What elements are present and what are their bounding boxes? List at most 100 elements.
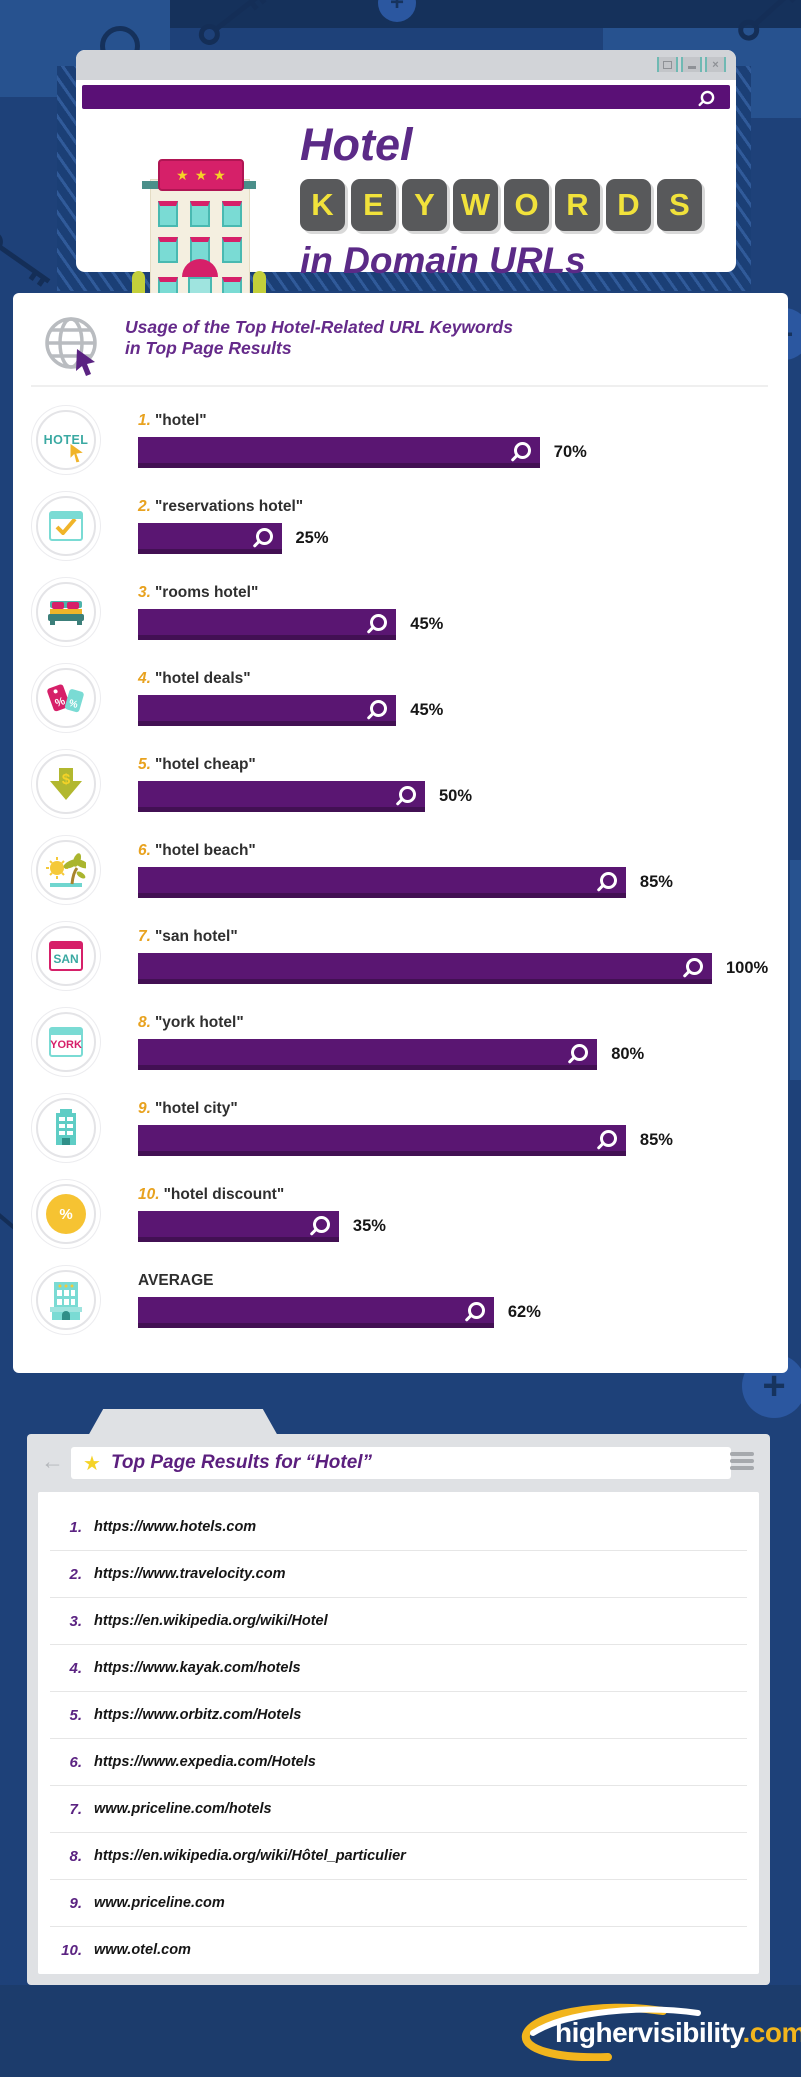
address-bar[interactable]	[82, 85, 730, 109]
result-rank: 4.	[69, 1659, 82, 1677]
result-rank: 8.	[69, 1847, 82, 1865]
keyword-label: 9. "hotel city"	[138, 1100, 673, 1118]
value-label: 62%	[507, 1303, 541, 1321]
result-rank: 9.	[69, 1894, 82, 1912]
usage-bar	[138, 867, 626, 898]
magnifier-icon	[599, 1129, 617, 1147]
keyword-row: AVERAGE 62%	[13, 1257, 788, 1343]
star-icon: ★	[83, 1452, 101, 1475]
result-url-link[interactable]: https://en.wikipedia.org/wiki/Hôtel_part…	[94, 1848, 406, 1864]
keyword-label: 6. "hotel beach"	[138, 842, 673, 860]
back-arrow-icon[interactable]: ←	[41, 1448, 64, 1474]
rank-number: 3.	[138, 584, 151, 601]
chart-heading-line1: Usage of the Top Hotel-Related URL Keywo…	[125, 317, 513, 337]
footer: highervisibility.com	[0, 1985, 801, 2077]
result-url-link[interactable]: https://www.travelocity.com	[94, 1566, 286, 1582]
rank-number: 1.	[138, 412, 151, 429]
magnifier-icon	[686, 957, 703, 975]
value-label: 80%	[611, 1045, 645, 1063]
keyword-label: 8. "york hotel"	[138, 1014, 644, 1032]
result-url-link[interactable]: https://www.orbitz.com/Hotels	[94, 1707, 302, 1723]
result-item: 6. https://www.expedia.com/Hotels	[50, 1739, 747, 1786]
keyword-row: 2. "reservations hotel" 25%	[13, 483, 788, 569]
letter-tile: S	[657, 179, 702, 231]
magnifier-icon	[467, 1301, 485, 1319]
result-url-link[interactable]: https://en.wikipedia.org/wiki/Hotel	[94, 1613, 328, 1629]
down-arrow-dollar-icon: $	[36, 754, 96, 814]
highervisibility-logo[interactable]: highervisibility.com	[513, 2003, 801, 2061]
restore-window-icon[interactable]	[657, 57, 678, 72]
usage-bar	[138, 781, 425, 812]
magnifier-icon	[370, 699, 388, 717]
result-url-link[interactable]: www.otel.com	[94, 1942, 191, 1958]
hotel-building-illustration: ★ ★ ★	[124, 159, 274, 319]
hotel-cursor-icon: HOTEL	[36, 410, 96, 470]
letter-tile: D	[606, 179, 651, 231]
results-address-bar[interactable]: ★ Top Page Results for “Hotel”	[71, 1447, 731, 1479]
keyword-label: AVERAGE	[138, 1272, 541, 1290]
san-window-icon: SAN	[36, 926, 96, 986]
result-rank: 10.	[61, 1941, 82, 1959]
average-hotel-icon	[50, 1282, 82, 1320]
keyword-text: "hotel city"	[154, 1100, 238, 1117]
hotel-word: HOTEL	[43, 433, 89, 447]
keyword-row: % 10. "hotel discount" 35%	[13, 1171, 788, 1257]
value-label: 50%	[439, 787, 473, 805]
magnifier-icon	[370, 613, 388, 631]
check-icon	[55, 517, 77, 535]
beach-palm-icon	[46, 853, 86, 887]
letter-tile: O	[504, 179, 549, 231]
menu-icon[interactable]	[730, 1452, 754, 1473]
result-url-link[interactable]: https://www.hotels.com	[94, 1519, 257, 1535]
york-label: YORK	[50, 1039, 82, 1051]
york-window-icon: YORK	[36, 1012, 96, 1072]
keyword-label: 7. "san hotel"	[138, 928, 768, 946]
keyword-label: 1. "hotel"	[138, 412, 587, 430]
keyword-text: "hotel cheap"	[154, 756, 256, 773]
swoosh-icon	[521, 2003, 701, 2061]
result-rank: 2.	[69, 1565, 82, 1583]
keyword-row: SAN 7. "san hotel" 100%	[13, 913, 788, 999]
value-label: 35%	[352, 1217, 386, 1235]
minimize-window-icon[interactable]	[681, 57, 702, 72]
three-star-sign: ★ ★ ★	[158, 159, 244, 191]
result-rank: 6.	[69, 1753, 82, 1771]
chart-heading: Usage of the Top Hotel-Related URL Keywo…	[125, 317, 513, 359]
result-url-link[interactable]: www.priceline.com/hotels	[94, 1801, 272, 1817]
close-window-icon[interactable]: ×	[705, 57, 726, 72]
magnifier-icon	[255, 527, 273, 545]
key-icon	[730, 0, 801, 49]
keyword-row: HOTEL 1. "hotel" 70%	[13, 397, 788, 483]
rank-number: 5.	[138, 756, 151, 773]
divider	[31, 385, 768, 387]
result-url-link[interactable]: https://www.expedia.com/Hotels	[94, 1754, 316, 1770]
result-rank: 3.	[69, 1612, 82, 1630]
brand-tld: .com	[742, 2017, 801, 2048]
globe-cursor-icon	[43, 315, 105, 384]
value-label: 45%	[410, 615, 444, 633]
browser-window-icon	[49, 511, 83, 541]
browser-tab[interactable]	[88, 1409, 278, 1436]
search-icon[interactable]	[700, 90, 715, 105]
results-list: 1. https://www.hotels.com 2. https://www.tr…	[38, 1492, 759, 1974]
result-rank: 5.	[69, 1706, 82, 1724]
result-url-link[interactable]: https://www.kayak.com/hotels	[94, 1660, 301, 1676]
keyword-label: 4. "hotel deals"	[138, 670, 443, 688]
bed-icon	[36, 582, 96, 642]
brand-name: highervisibility	[555, 2017, 743, 2048]
keyword-row: YORK 8. "york hotel" 80%	[13, 999, 788, 1085]
down-arrow-dollar-icon: $	[50, 768, 82, 800]
keyword-label: 10. "hotel discount"	[138, 1186, 386, 1204]
keyword-text: "hotel beach"	[154, 842, 256, 859]
svg-text:%: %	[54, 695, 68, 710]
keyword-row: 9. "hotel city" 85%	[13, 1085, 788, 1171]
percent-badge-icon: %	[36, 1184, 96, 1244]
value-label: 25%	[295, 529, 329, 547]
rank-number: 6.	[138, 842, 151, 859]
title-hotel: Hotel	[300, 119, 413, 170]
keyword-text: "rooms hotel"	[154, 584, 259, 601]
keyword-text: "hotel discount"	[163, 1186, 285, 1203]
result-url-link[interactable]: www.priceline.com	[94, 1895, 225, 1911]
rank-number: 9.	[138, 1100, 151, 1117]
